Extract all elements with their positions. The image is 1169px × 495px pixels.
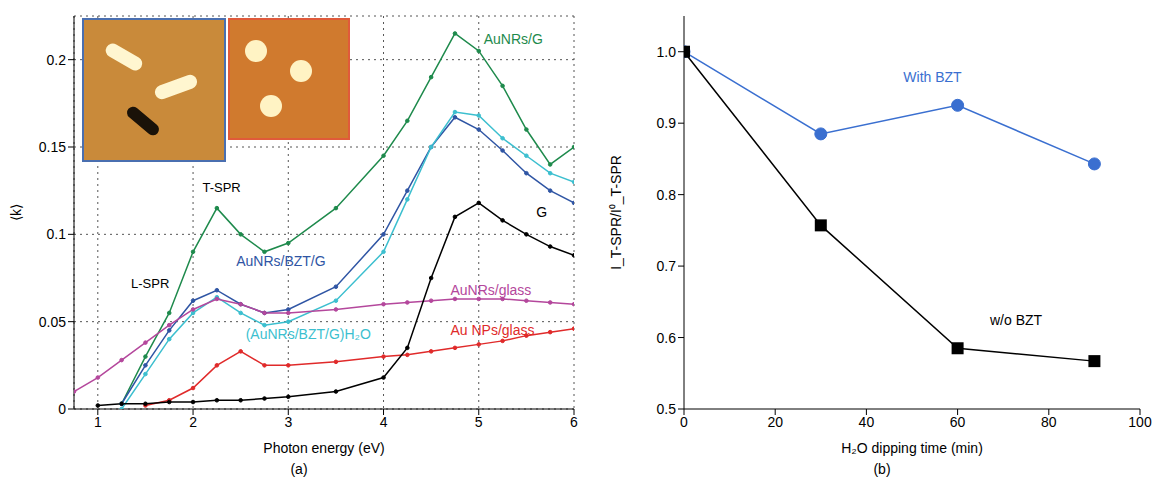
svg-text:0.5: 0.5 bbox=[657, 401, 677, 417]
svg-text:L-SPR: L-SPR bbox=[131, 276, 169, 291]
svg-text:1.0: 1.0 bbox=[657, 44, 677, 60]
svg-text:0.1: 0.1 bbox=[47, 226, 67, 242]
svg-text:0.05: 0.05 bbox=[39, 314, 66, 330]
svg-text:⟨k⟩: ⟨k⟩ bbox=[8, 204, 24, 221]
svg-text:0: 0 bbox=[680, 414, 688, 430]
svg-text:0.2: 0.2 bbox=[47, 52, 67, 68]
svg-text:0.15: 0.15 bbox=[39, 139, 66, 155]
svg-text:AuNRs/BZT/G: AuNRs/BZT/G bbox=[236, 253, 325, 269]
svg-text:Photon energy (eV): Photon energy (eV) bbox=[263, 440, 384, 456]
svg-text:5: 5 bbox=[475, 414, 483, 430]
svg-text:H₂O dipping time (min): H₂O dipping time (min) bbox=[841, 440, 983, 456]
svg-text:1: 1 bbox=[94, 414, 102, 430]
svg-text:0.7: 0.7 bbox=[657, 258, 677, 274]
svg-text:4: 4 bbox=[380, 414, 388, 430]
svg-text:100: 100 bbox=[1128, 414, 1152, 430]
svg-text:2: 2 bbox=[189, 414, 197, 430]
svg-text:20: 20 bbox=[767, 414, 783, 430]
svg-text:0.9: 0.9 bbox=[657, 115, 677, 131]
svg-text:AuNRs/glass: AuNRs/glass bbox=[450, 282, 531, 298]
svg-text:0: 0 bbox=[58, 401, 66, 417]
svg-text:w/o BZT: w/o BZT bbox=[989, 312, 1043, 328]
svg-text:40: 40 bbox=[859, 414, 875, 430]
svg-text:60: 60 bbox=[950, 414, 966, 430]
html-text:(b): (b) bbox=[873, 461, 891, 477]
svg-text:80: 80 bbox=[1041, 414, 1057, 430]
svg-text:T-SPR: T-SPR bbox=[202, 180, 240, 195]
svg-text:3: 3 bbox=[284, 414, 292, 430]
svg-text:With BZT: With BZT bbox=[903, 69, 962, 85]
svg-text:Au NPs/glass: Au NPs/glass bbox=[450, 322, 534, 338]
svg-text:I_T-SPR/I⁰_T-SPR: I_T-SPR/I⁰_T-SPR bbox=[608, 155, 624, 270]
html-text:(a): (a) bbox=[290, 461, 308, 477]
svg-text:AuNRs/G: AuNRs/G bbox=[484, 31, 543, 47]
svg-text:G: G bbox=[536, 204, 547, 220]
svg-text:(AuNRs/BZT/G)H₂O: (AuNRs/BZT/G)H₂O bbox=[246, 326, 371, 342]
svg-text:0.6: 0.6 bbox=[657, 330, 677, 346]
svg-text:0.8: 0.8 bbox=[657, 187, 677, 203]
svg-text:6: 6 bbox=[570, 414, 578, 430]
